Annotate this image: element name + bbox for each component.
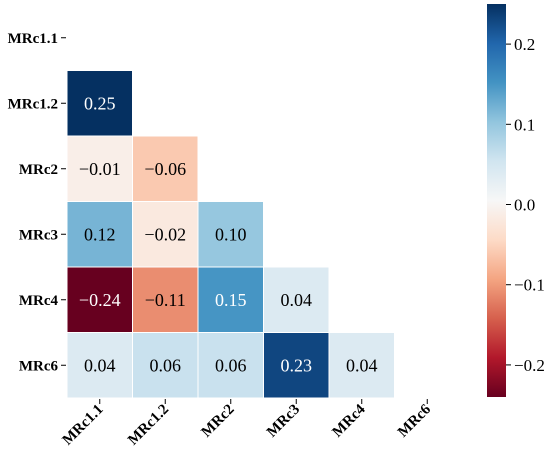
colorbar-gradient: [487, 4, 506, 397]
y-tick-label: MRc1.1: [8, 31, 58, 47]
cell-value-label: 0.15: [215, 290, 247, 310]
y-tick-label: MRc2: [19, 162, 58, 178]
x-tick-label: MRc1.2: [125, 402, 172, 449]
cell-value-label: −0.24: [79, 290, 121, 310]
y-tick-label: MRc1.2: [8, 96, 58, 112]
cell-value-label: 0.23: [281, 355, 313, 375]
heatmap-cell: [328, 332, 395, 399]
x-tick-label: MRc1.1: [60, 402, 107, 449]
x-tick-label: MRc6: [395, 401, 434, 440]
y-tick-label: MRc6: [19, 358, 59, 374]
cell-value-label: 0.12: [84, 224, 116, 244]
x-tick-label: MRc3: [264, 402, 303, 441]
y-tick-label: MRc4: [19, 293, 59, 309]
heatmap-cell: [132, 135, 199, 202]
cell-value-label: −0.02: [144, 224, 186, 244]
colorbar-tick-label: 0.0: [514, 196, 535, 215]
colorbar-tick-label: 0.1: [514, 115, 535, 134]
cell-value-label: 0.06: [215, 355, 247, 375]
heatmap-cells: 0.25 −0.01 −0.06 0.12 −0.02 0.10 −0.24 −0.11 0.1…: [66, 70, 395, 399]
x-axis-labels: MRc1.1 MRc1.2 MRc2 MRc3 MRc4 MRc6: [60, 399, 434, 449]
colorbar: 0.2 0.1 0.0 −0.1 −0.2: [487, 4, 545, 397]
cell-value-label: −0.11: [145, 290, 186, 310]
cell-value-label: 0.04: [281, 290, 313, 310]
cell-value-label: 0.25: [84, 93, 116, 113]
colorbar-tick-label: 0.2: [514, 35, 535, 54]
heatmap-cell: [132, 266, 199, 333]
x-tick-label: MRc4: [330, 401, 369, 440]
heatmap-cell: [66, 135, 133, 202]
heatmap-cell: [197, 332, 264, 399]
y-axis-labels: MRc1.1 MRc1.2 MRc2 MRc3 MRc4 MRc6: [8, 31, 66, 374]
cell-value-label: 0.06: [150, 355, 182, 375]
heatmap-cell: [263, 332, 330, 399]
cell-value-label: 0.10: [215, 224, 247, 244]
cell-value-label: −0.01: [79, 159, 121, 179]
heatmap-cell: [197, 201, 264, 268]
colorbar-tick-label: −0.1: [514, 276, 545, 295]
cell-value-label: 0.04: [84, 355, 116, 375]
heatmap-cell: [66, 201, 133, 268]
x-tick-label: MRc2: [199, 402, 238, 441]
colorbar-tick-label: −0.2: [514, 356, 545, 375]
heatmap-cell: [263, 266, 330, 333]
heatmap-cell: [66, 70, 133, 137]
cell-value-label: −0.06: [144, 159, 186, 179]
y-tick-label: MRc3: [19, 227, 58, 243]
heatmap-cell: [132, 332, 199, 399]
cell-value-label: 0.04: [346, 355, 378, 375]
